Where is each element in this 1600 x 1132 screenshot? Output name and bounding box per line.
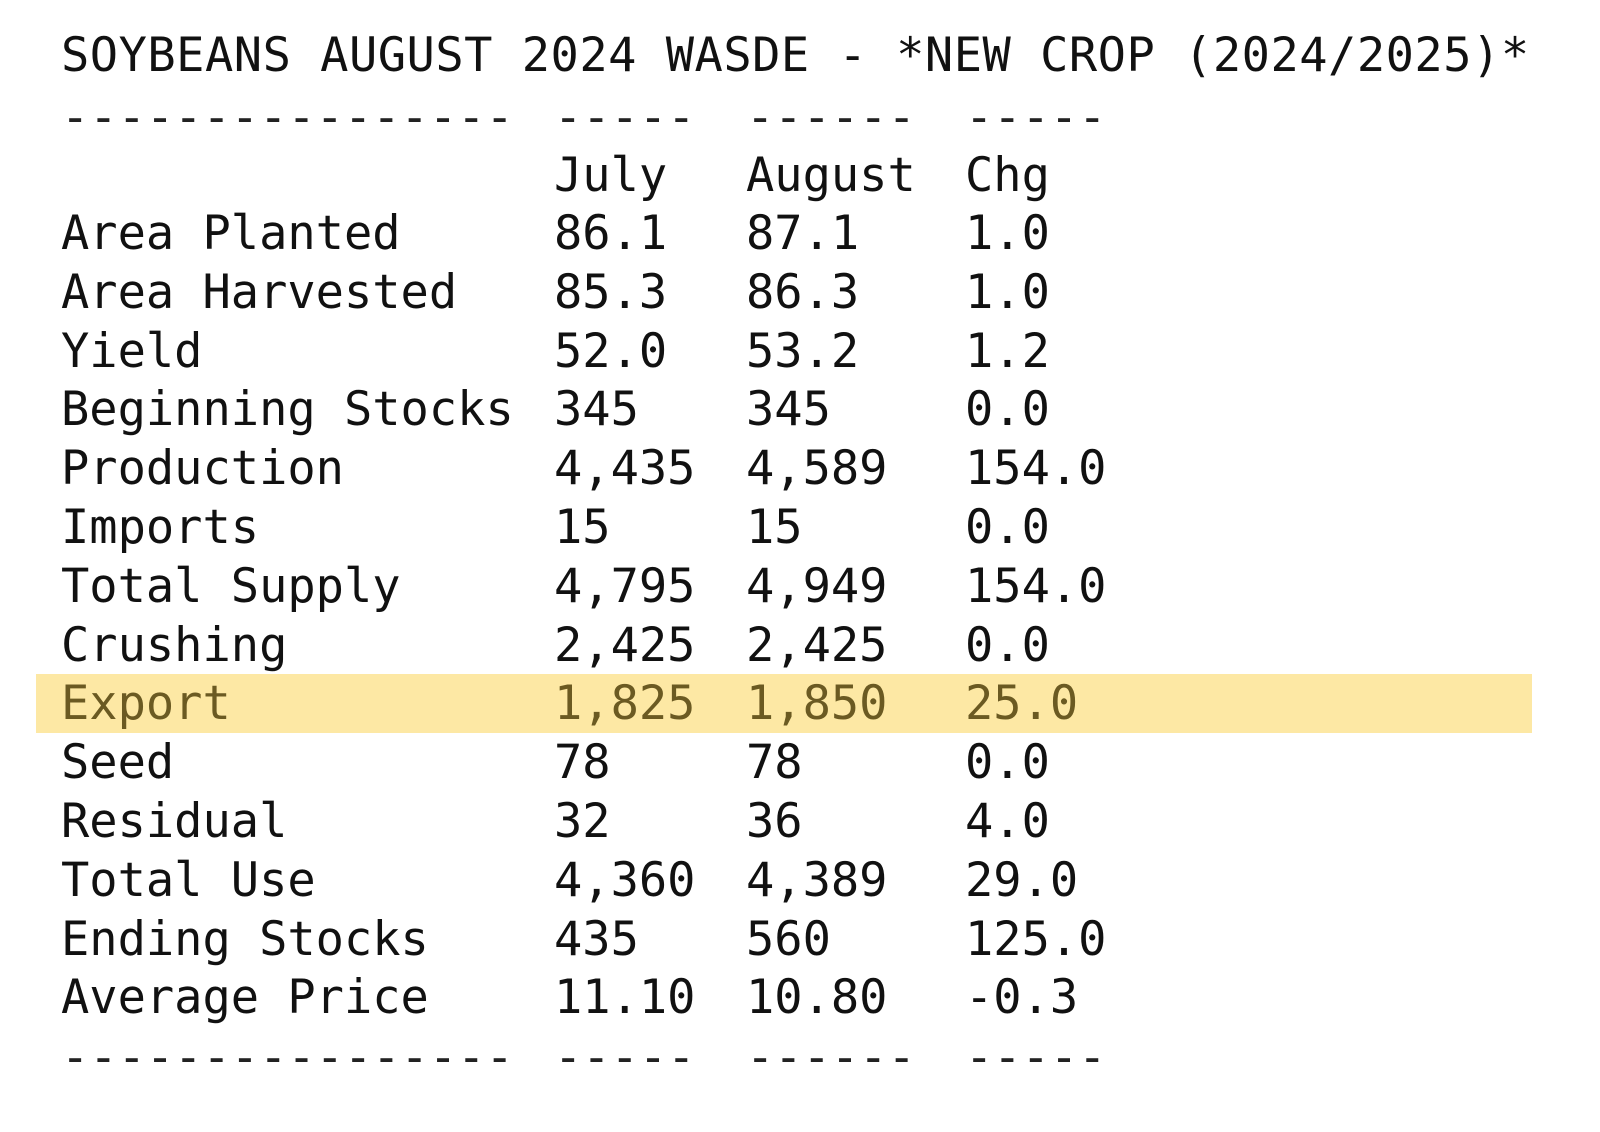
row-label: Imports xyxy=(61,500,260,555)
row-chg-value: 154.0 xyxy=(965,558,1107,614)
table-row: Seed 78 78 0.0 xyxy=(0,733,1600,792)
row-august-value: 4,949 xyxy=(746,558,888,614)
row-label: Total Use xyxy=(61,852,316,908)
row-label: Area Planted xyxy=(61,206,401,261)
row-chg-value: 4.0 xyxy=(965,794,1050,849)
row-chg-value: 154.0 xyxy=(965,441,1107,497)
row-august-value: 2,425 xyxy=(746,617,888,673)
table-row: Average Price 11.10 10.80 -0.3 xyxy=(0,968,1600,1027)
row-chg-value: 25.0 xyxy=(965,676,1079,732)
row-label: Production xyxy=(61,441,344,497)
row-july-value: 2,425 xyxy=(554,617,696,673)
table-row: Ending Stocks 435 560 125.0 xyxy=(0,910,1600,969)
row-august-value: 345 xyxy=(746,382,831,438)
row-august-value: 87.1 xyxy=(746,206,860,261)
row-august-value: 15 xyxy=(746,500,803,555)
table-row: Area Harvested 85.3 86.3 1.0 xyxy=(0,263,1600,322)
row-chg-value: 29.0 xyxy=(965,852,1079,908)
row-july-value: 345 xyxy=(554,382,639,438)
top-divider: ---------------- ----- ------ ----- xyxy=(0,88,1600,148)
divider-label-dashes: ---------------- xyxy=(61,90,514,145)
row-label: Residual xyxy=(61,794,288,849)
row-label: Yield xyxy=(61,323,203,379)
table-row: Production 4,435 4,589 154.0 xyxy=(0,439,1600,498)
header-july: July xyxy=(554,148,668,203)
divider-august-dashes: ------ xyxy=(746,90,916,145)
row-august-value: 1,850 xyxy=(746,676,888,732)
row-july-value: 32 xyxy=(554,794,611,849)
table-row: Export 1,825 1,850 25.0 xyxy=(36,674,1532,734)
row-july-value: 435 xyxy=(554,911,639,967)
row-august-value: 4,389 xyxy=(746,852,888,908)
row-july-value: 78 xyxy=(554,735,611,791)
row-july-value: 1,825 xyxy=(554,676,696,732)
row-chg-value: 0.0 xyxy=(965,735,1050,791)
row-july-value: 4,435 xyxy=(554,441,696,497)
header-chg: Chg xyxy=(965,148,1050,203)
row-chg-value: 1.0 xyxy=(965,264,1050,320)
row-july-value: 15 xyxy=(554,500,611,555)
row-august-value: 86.3 xyxy=(746,264,860,320)
column-header-row: July August Chg xyxy=(0,146,1600,205)
row-chg-value: 1.2 xyxy=(965,323,1050,379)
row-july-value: 4,360 xyxy=(554,852,696,908)
bottom-divider: ---------------- ----- ------ ----- xyxy=(0,1028,1600,1088)
row-august-value: 53.2 xyxy=(746,323,860,379)
table-row: Total Use 4,360 4,389 29.0 xyxy=(0,851,1600,910)
table-row: Residual 32 36 4.0 xyxy=(0,792,1600,851)
row-chg-value: 0.0 xyxy=(965,617,1050,673)
row-label: Area Harvested xyxy=(61,264,458,320)
table-row: Total Supply 4,795 4,949 154.0 xyxy=(0,557,1600,616)
divider-august-dashes: ------ xyxy=(746,1030,916,1085)
row-chg-value: 0.0 xyxy=(965,382,1050,438)
row-chg-value: 125.0 xyxy=(965,911,1107,967)
row-label: Seed xyxy=(61,735,175,791)
row-august-value: 36 xyxy=(746,794,803,849)
row-july-value: 85.3 xyxy=(554,264,668,320)
row-august-value: 78 xyxy=(746,735,803,791)
row-label: Total Supply xyxy=(61,558,401,614)
row-label: Beginning Stocks xyxy=(61,382,514,438)
table-row: Beginning Stocks 345 345 0.0 xyxy=(0,380,1600,439)
header-august: August xyxy=(746,148,916,203)
divider-july-dashes: ----- xyxy=(554,90,696,145)
row-july-value: 11.10 xyxy=(554,970,696,1026)
row-label: Export xyxy=(61,676,231,732)
report-title: SOYBEANS AUGUST 2024 WASDE - *NEW CROP (… xyxy=(61,28,1530,83)
row-august-value: 560 xyxy=(746,911,831,967)
row-chg-value: -0.3 xyxy=(965,970,1079,1026)
row-label: Crushing xyxy=(61,617,288,673)
row-august-value: 4,589 xyxy=(746,441,888,497)
row-july-value: 52.0 xyxy=(554,323,668,379)
table-row: Yield 52.0 53.2 1.2 xyxy=(0,322,1600,381)
table-row: Area Planted 86.1 87.1 1.0 xyxy=(0,204,1600,263)
divider-july-dashes: ----- xyxy=(554,1030,696,1085)
row-chg-value: 1.0 xyxy=(965,206,1050,261)
table-row: Crushing 2,425 2,425 0.0 xyxy=(0,616,1600,675)
row-label: Average Price xyxy=(61,970,429,1026)
row-label: Ending Stocks xyxy=(61,911,429,967)
table-row: Imports 15 15 0.0 xyxy=(0,498,1600,557)
row-august-value: 10.80 xyxy=(746,970,888,1026)
divider-chg-dashes: ----- xyxy=(965,90,1107,145)
divider-chg-dashes: ----- xyxy=(965,1030,1107,1085)
row-chg-value: 0.0 xyxy=(965,500,1050,555)
row-july-value: 4,795 xyxy=(554,558,696,614)
row-july-value: 86.1 xyxy=(554,206,668,261)
divider-label-dashes: ---------------- xyxy=(61,1030,514,1085)
